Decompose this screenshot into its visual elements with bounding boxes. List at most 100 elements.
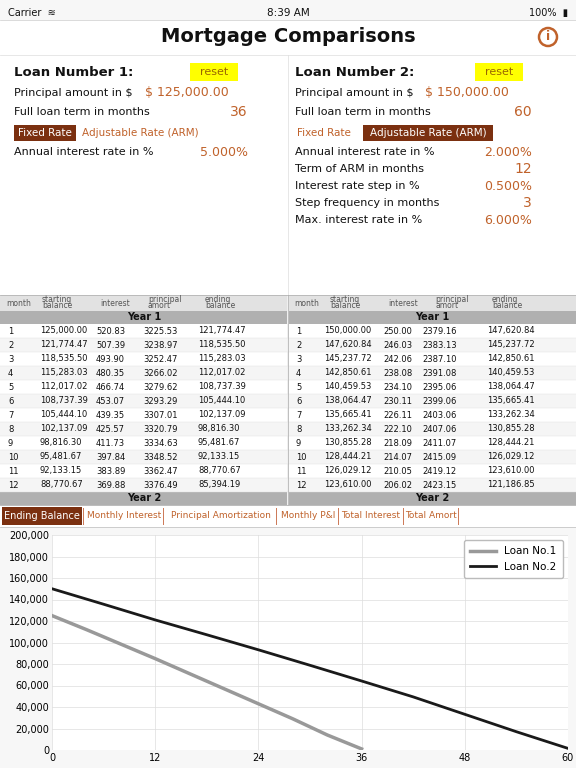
Text: 12: 12 bbox=[8, 481, 18, 489]
Text: 123,610.00: 123,610.00 bbox=[324, 481, 372, 489]
Text: 11: 11 bbox=[296, 466, 306, 475]
Loan No.2 bbox=[358, 677, 365, 686]
Text: balance: balance bbox=[330, 300, 360, 310]
Text: Annual interest rate in %: Annual interest rate in % bbox=[14, 147, 153, 157]
Text: 92,133.15: 92,133.15 bbox=[198, 452, 240, 462]
Bar bbox=[0, 324, 287, 338]
Text: 4: 4 bbox=[8, 369, 13, 378]
Bar bbox=[0, 505, 576, 527]
Bar bbox=[289, 311, 576, 324]
Text: 98,816.30: 98,816.30 bbox=[40, 439, 82, 448]
Text: Annual interest rate in %: Annual interest rate in % bbox=[295, 147, 434, 157]
Text: 1: 1 bbox=[8, 326, 13, 336]
Loan No.1 bbox=[324, 730, 331, 740]
Bar bbox=[0, 450, 287, 464]
Bar bbox=[289, 394, 576, 408]
Text: 2403.06: 2403.06 bbox=[422, 411, 456, 419]
Text: 12: 12 bbox=[514, 162, 532, 176]
Text: 10: 10 bbox=[296, 452, 306, 462]
Bar bbox=[0, 311, 287, 324]
Text: 2419.12: 2419.12 bbox=[422, 466, 456, 475]
Bar bbox=[289, 380, 576, 394]
Text: 3: 3 bbox=[296, 355, 301, 363]
Loan No.1 bbox=[289, 714, 296, 723]
Text: Loan Number 1:: Loan Number 1: bbox=[14, 65, 134, 78]
Text: 92,133.15: 92,133.15 bbox=[40, 466, 82, 475]
Text: 95,481.67: 95,481.67 bbox=[40, 452, 82, 462]
Text: 147,620.84: 147,620.84 bbox=[487, 326, 535, 336]
Bar bbox=[289, 436, 576, 450]
Bar bbox=[2, 507, 82, 525]
Bar bbox=[0, 478, 287, 492]
Text: 5: 5 bbox=[296, 382, 301, 392]
Text: 3348.52: 3348.52 bbox=[143, 452, 177, 462]
Text: 138,064.47: 138,064.47 bbox=[324, 396, 372, 406]
Legend: Loan No.1, Loan No.2: Loan No.1, Loan No.2 bbox=[464, 540, 563, 578]
Text: 397.84: 397.84 bbox=[96, 452, 125, 462]
Text: 88,770.67: 88,770.67 bbox=[40, 481, 83, 489]
Bar bbox=[0, 0, 576, 20]
Text: 3279.62: 3279.62 bbox=[143, 382, 177, 392]
Text: 118,535.50: 118,535.50 bbox=[198, 340, 245, 349]
Text: 3252.47: 3252.47 bbox=[143, 355, 177, 363]
Loan No.1 bbox=[186, 669, 193, 678]
Text: 6: 6 bbox=[296, 396, 301, 406]
Text: 234.10: 234.10 bbox=[383, 382, 412, 392]
Text: $ 150,000.00: $ 150,000.00 bbox=[425, 87, 509, 100]
Text: Monthly P&I: Monthly P&I bbox=[281, 511, 335, 521]
Bar bbox=[0, 338, 287, 352]
Text: 2423.15: 2423.15 bbox=[422, 481, 456, 489]
Text: 115,283.03: 115,283.03 bbox=[40, 369, 88, 378]
Text: Ending Balance: Ending Balance bbox=[4, 511, 80, 521]
Text: month: month bbox=[294, 299, 319, 307]
Text: Max. interest rate in %: Max. interest rate in % bbox=[295, 215, 422, 225]
Text: 115,283.03: 115,283.03 bbox=[198, 355, 245, 363]
Text: 4: 4 bbox=[296, 369, 301, 378]
Text: 1: 1 bbox=[296, 326, 301, 336]
Loan No.1 bbox=[48, 611, 55, 621]
Text: 411.73: 411.73 bbox=[96, 439, 125, 448]
Text: 2387.10: 2387.10 bbox=[422, 355, 457, 363]
Bar bbox=[14, 125, 76, 141]
Text: 383.89: 383.89 bbox=[96, 466, 126, 475]
Text: 2.000%: 2.000% bbox=[484, 145, 532, 158]
Loan No.2 bbox=[410, 692, 416, 701]
Loan No.2 bbox=[306, 660, 313, 670]
Text: Full loan term in months: Full loan term in months bbox=[295, 107, 431, 117]
Bar bbox=[289, 408, 576, 422]
Text: 85,394.19: 85,394.19 bbox=[198, 481, 240, 489]
Text: 118,535.50: 118,535.50 bbox=[40, 355, 88, 363]
Text: 8:39 AM: 8:39 AM bbox=[267, 8, 309, 18]
Text: month: month bbox=[6, 299, 31, 307]
Bar bbox=[363, 125, 493, 141]
Text: Carrier  ≋: Carrier ≋ bbox=[8, 8, 56, 18]
Bar bbox=[0, 492, 287, 505]
Text: 105,444.10: 105,444.10 bbox=[40, 411, 87, 419]
Text: 140,459.53: 140,459.53 bbox=[324, 382, 372, 392]
Bar bbox=[289, 324, 576, 338]
Text: 6.000%: 6.000% bbox=[484, 214, 532, 227]
Text: Year 2: Year 2 bbox=[127, 493, 161, 503]
Bar bbox=[289, 450, 576, 464]
Text: $ 125,000.00: $ 125,000.00 bbox=[145, 87, 229, 100]
Text: 7: 7 bbox=[8, 411, 13, 419]
Text: principal: principal bbox=[148, 296, 181, 304]
Text: 210.05: 210.05 bbox=[383, 466, 412, 475]
Text: Adjustable Rate (ARM): Adjustable Rate (ARM) bbox=[82, 128, 199, 138]
Text: 453.07: 453.07 bbox=[96, 396, 125, 406]
Loan No.1 bbox=[255, 699, 262, 708]
Text: 2391.08: 2391.08 bbox=[422, 369, 456, 378]
Text: 108,737.39: 108,737.39 bbox=[198, 382, 246, 392]
Loan No.1 bbox=[118, 640, 124, 649]
Bar bbox=[289, 366, 576, 380]
Text: starting: starting bbox=[330, 296, 360, 304]
Text: interest: interest bbox=[388, 299, 418, 307]
Text: Adjustable Rate (ARM): Adjustable Rate (ARM) bbox=[370, 128, 486, 138]
Text: 3293.29: 3293.29 bbox=[143, 396, 177, 406]
Text: 145,237.72: 145,237.72 bbox=[487, 340, 535, 349]
Text: 520.83: 520.83 bbox=[96, 326, 125, 336]
Text: balance: balance bbox=[492, 300, 522, 310]
Text: 9: 9 bbox=[296, 439, 301, 448]
Text: Year 1: Year 1 bbox=[415, 312, 449, 322]
Text: Term of ARM in months: Term of ARM in months bbox=[295, 164, 424, 174]
